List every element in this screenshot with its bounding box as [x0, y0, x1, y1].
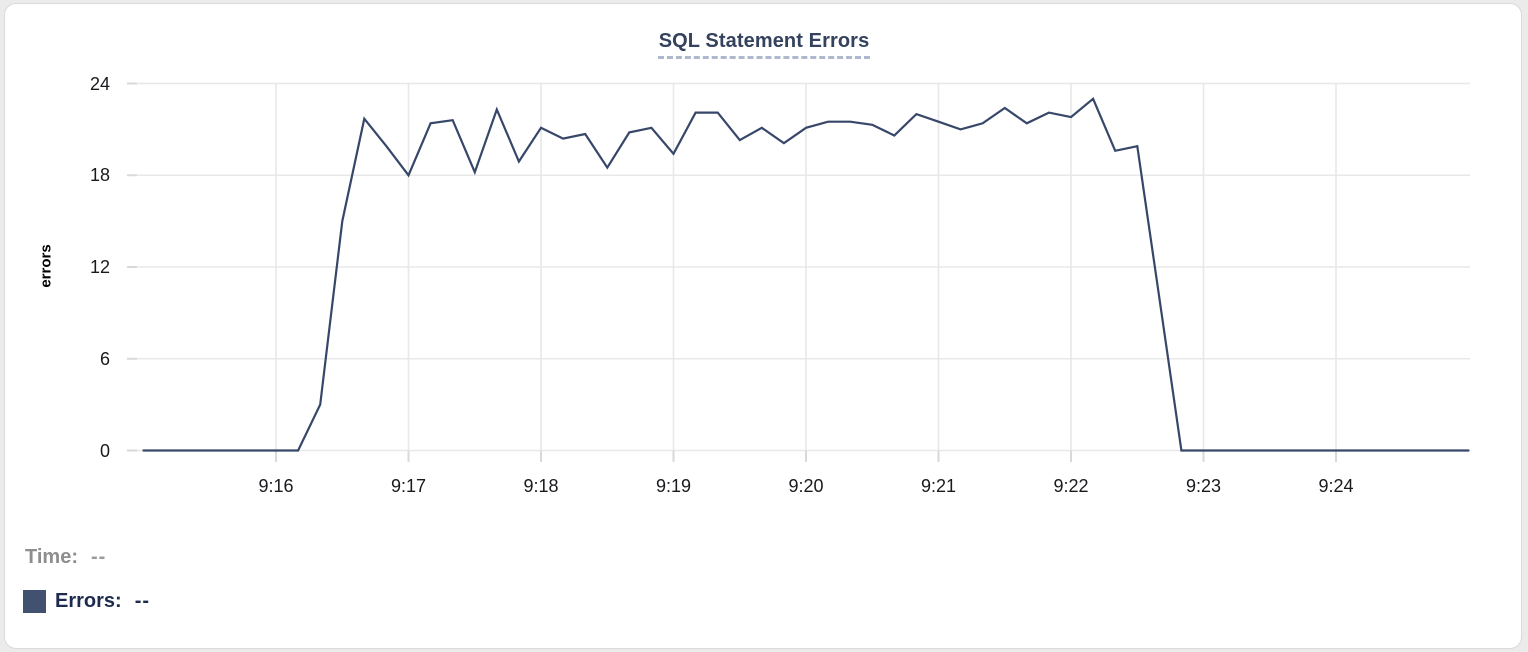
chart-card: [4, 3, 1522, 649]
errors-readout-value: --: [134, 590, 151, 612]
hover-readout-time: Time: --: [25, 546, 106, 569]
chart-header: SQL Statement Errors: [0, 30, 1528, 59]
time-readout-label: Time:: [25, 546, 78, 568]
errors-series-swatch: [23, 590, 46, 613]
errors-line-series: [142, 97, 1470, 452]
hover-readout-errors: Errors: --: [23, 590, 150, 613]
errors-readout-label: Errors:: [55, 590, 122, 612]
time-readout-value: --: [90, 546, 107, 568]
chart-title[interactable]: SQL Statement Errors: [657, 30, 871, 59]
